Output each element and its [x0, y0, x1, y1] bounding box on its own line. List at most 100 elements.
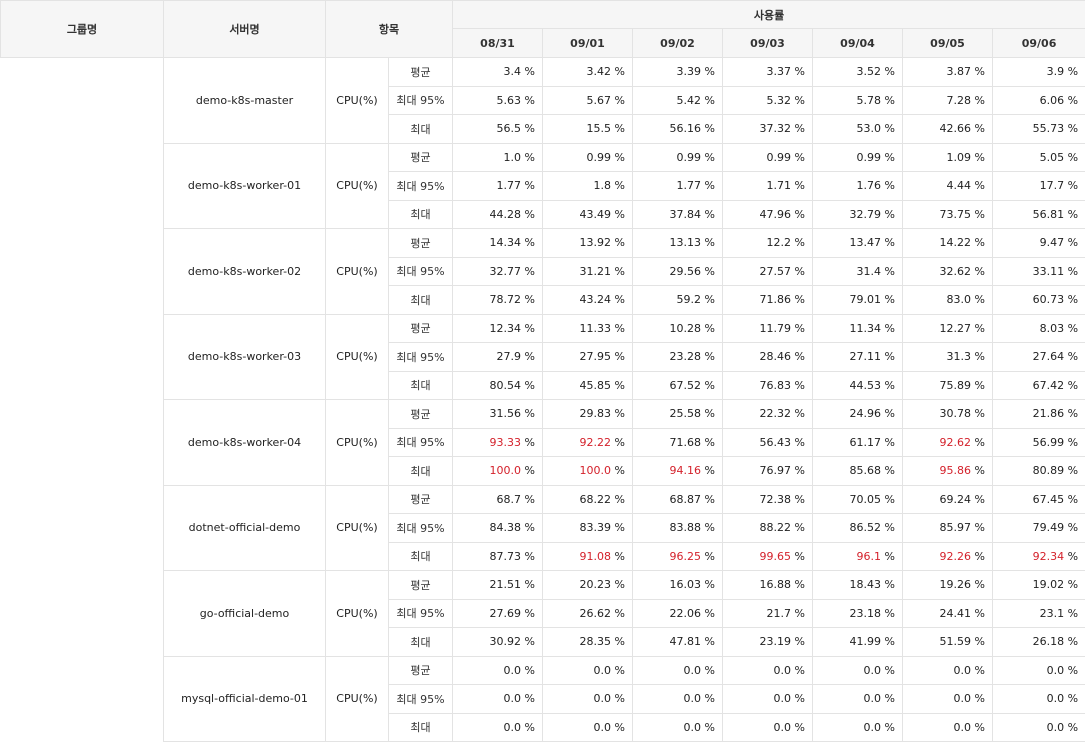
usage-value: 1.0	[503, 150, 522, 164]
usage-value: 95.86	[939, 464, 972, 478]
usage-value: 20.23	[579, 578, 612, 592]
usage-value-cell: 0.0 %	[542, 655, 633, 685]
usage-value-cell: 0.0 %	[452, 712, 543, 742]
usage-value-cell: 0.0 %	[632, 684, 723, 714]
usage-value: 22.32	[759, 407, 792, 421]
percent-unit: %	[1067, 549, 1079, 563]
percent-unit: %	[524, 321, 535, 335]
usage-value-cell: 0.0 %	[722, 684, 813, 714]
usage-value: 53.0	[856, 122, 882, 136]
percent-unit: %	[704, 122, 715, 136]
table-row: 최대 95% 5.63 % 5.67 % 5.42 % 5.32 % 5.78 % 7.28…	[1, 85, 1085, 115]
percent-unit: %	[524, 122, 535, 136]
usage-value-cell: 85.97 %	[902, 513, 993, 543]
stat-label-cell: 최대 95%	[388, 513, 453, 543]
usage-value: 23.19	[759, 635, 792, 649]
usage-value-cell: 100.0 %	[452, 456, 543, 486]
usage-value-cell: 59.2 %	[632, 285, 723, 315]
percent-unit: %	[614, 93, 625, 107]
percent-unit: %	[704, 321, 715, 335]
percent-unit: %	[524, 65, 535, 79]
usage-value: 37.32	[759, 122, 792, 136]
usage-value: 33.11	[1032, 264, 1065, 278]
percent-unit: %	[794, 492, 805, 506]
usage-value: 0.99	[766, 150, 792, 164]
percent-unit: %	[704, 492, 715, 506]
date-header: 08/31	[452, 28, 543, 58]
table-row: 최대 78.72 % 43.24 % 59.2 % 71.86 % 79.01 % 83.0…	[1, 285, 1085, 315]
usage-value: 42.66	[939, 122, 972, 136]
usage-value: 16.88	[759, 578, 792, 592]
usage-value-cell: 60.73 %	[991, 285, 1085, 315]
percent-unit: %	[794, 549, 805, 563]
usage-value-cell: 3.87 %	[902, 57, 993, 87]
percent-unit: %	[704, 663, 715, 677]
percent-unit: %	[974, 464, 985, 478]
usage-value-cell: 5.32 %	[722, 85, 813, 115]
percent-unit: %	[974, 179, 985, 193]
usage-value: 28.46	[759, 350, 792, 364]
usage-value-cell: 1.09 %	[902, 142, 993, 172]
table-row: 최대 95% 0.0 % 0.0 % 0.0 % 0.0 % 0.0 % 0.0 % 0.0 …	[1, 684, 1085, 714]
usage-value: 92.62	[939, 435, 972, 449]
usage-value-cell: 30.92 %	[452, 627, 543, 657]
usage-value: 78.72	[489, 293, 522, 307]
percent-unit: %	[614, 378, 625, 392]
usage-value: 0.0	[773, 720, 792, 734]
usage-value: 14.34	[489, 236, 522, 250]
percent-unit: %	[1067, 321, 1079, 335]
usage-value-cell: 0.0 %	[722, 712, 813, 742]
percent-unit: %	[704, 407, 715, 421]
usage-value: 5.78	[856, 93, 882, 107]
usage-value-cell: 95.86 %	[902, 456, 993, 486]
usage-value-cell: 3.4 %	[452, 57, 543, 87]
usage-value-cell: 10.28 %	[632, 313, 723, 343]
usage-value: 25.58	[669, 407, 702, 421]
usage-value: 3.87	[946, 65, 972, 79]
usage-value-cell: 43.49 %	[542, 199, 633, 229]
percent-unit: %	[974, 122, 985, 136]
stat-label-cell: 최대 95%	[388, 684, 453, 714]
stat-label-cell: 최대 95%	[388, 256, 453, 286]
percent-unit: %	[704, 521, 715, 535]
usage-value-cell: 32.62 %	[902, 256, 993, 286]
usage-value-cell: 47.81 %	[632, 627, 723, 657]
stat-label-cell: 평균	[388, 142, 453, 172]
percent-unit: %	[524, 378, 535, 392]
stat-label-cell: 최대	[388, 627, 453, 657]
usage-value: 11.34	[849, 321, 882, 335]
usage-value-cell: 3.9 %	[991, 57, 1085, 87]
usage-value-cell: 19.26 %	[902, 570, 993, 600]
usage-value-cell: 0.0 %	[812, 712, 903, 742]
usage-value-cell: 93.33 %	[452, 427, 543, 457]
usage-value-cell: 0.0 %	[991, 684, 1085, 714]
usage-value-cell: 0.99 %	[542, 142, 633, 172]
usage-value-cell: 31.21 %	[542, 256, 633, 286]
percent-unit: %	[974, 521, 985, 535]
usage-value: 94.16	[669, 464, 702, 478]
usage-value: 92.22	[579, 435, 612, 449]
usage-value: 1.71	[766, 179, 792, 193]
usage-value-cell: 26.62 %	[542, 598, 633, 628]
usage-value-cell: 37.32 %	[722, 114, 813, 144]
percent-unit: %	[704, 207, 715, 221]
percent-unit: %	[794, 435, 805, 449]
percent-unit: %	[974, 150, 985, 164]
usage-value: 87.73	[489, 549, 522, 563]
usage-value: 96.25	[669, 549, 702, 563]
percent-unit: %	[524, 350, 535, 364]
usage-value-cell: 0.0 %	[542, 712, 633, 742]
usage-value-cell: 20.23 %	[542, 570, 633, 600]
usage-value-cell: 94.16 %	[632, 456, 723, 486]
table-row: demo-k8s-worker-02 CPU(%) 평균 14.34 % 13.92 %…	[1, 228, 1085, 315]
usage-value: 68.87	[669, 492, 702, 506]
date-header: 09/02	[632, 28, 723, 58]
usage-value: 0.0	[863, 692, 882, 706]
table-row: demo-k8s-worker-03 CPU(%) 평균 12.34 % 11.33 %…	[1, 313, 1085, 400]
stat-label-cell: 최대	[388, 370, 453, 400]
percent-unit: %	[704, 378, 715, 392]
percent-unit: %	[1067, 293, 1079, 307]
percent-unit: %	[704, 65, 715, 79]
usage-value: 96.1	[856, 549, 882, 563]
usage-value: 55.73	[1032, 122, 1065, 136]
